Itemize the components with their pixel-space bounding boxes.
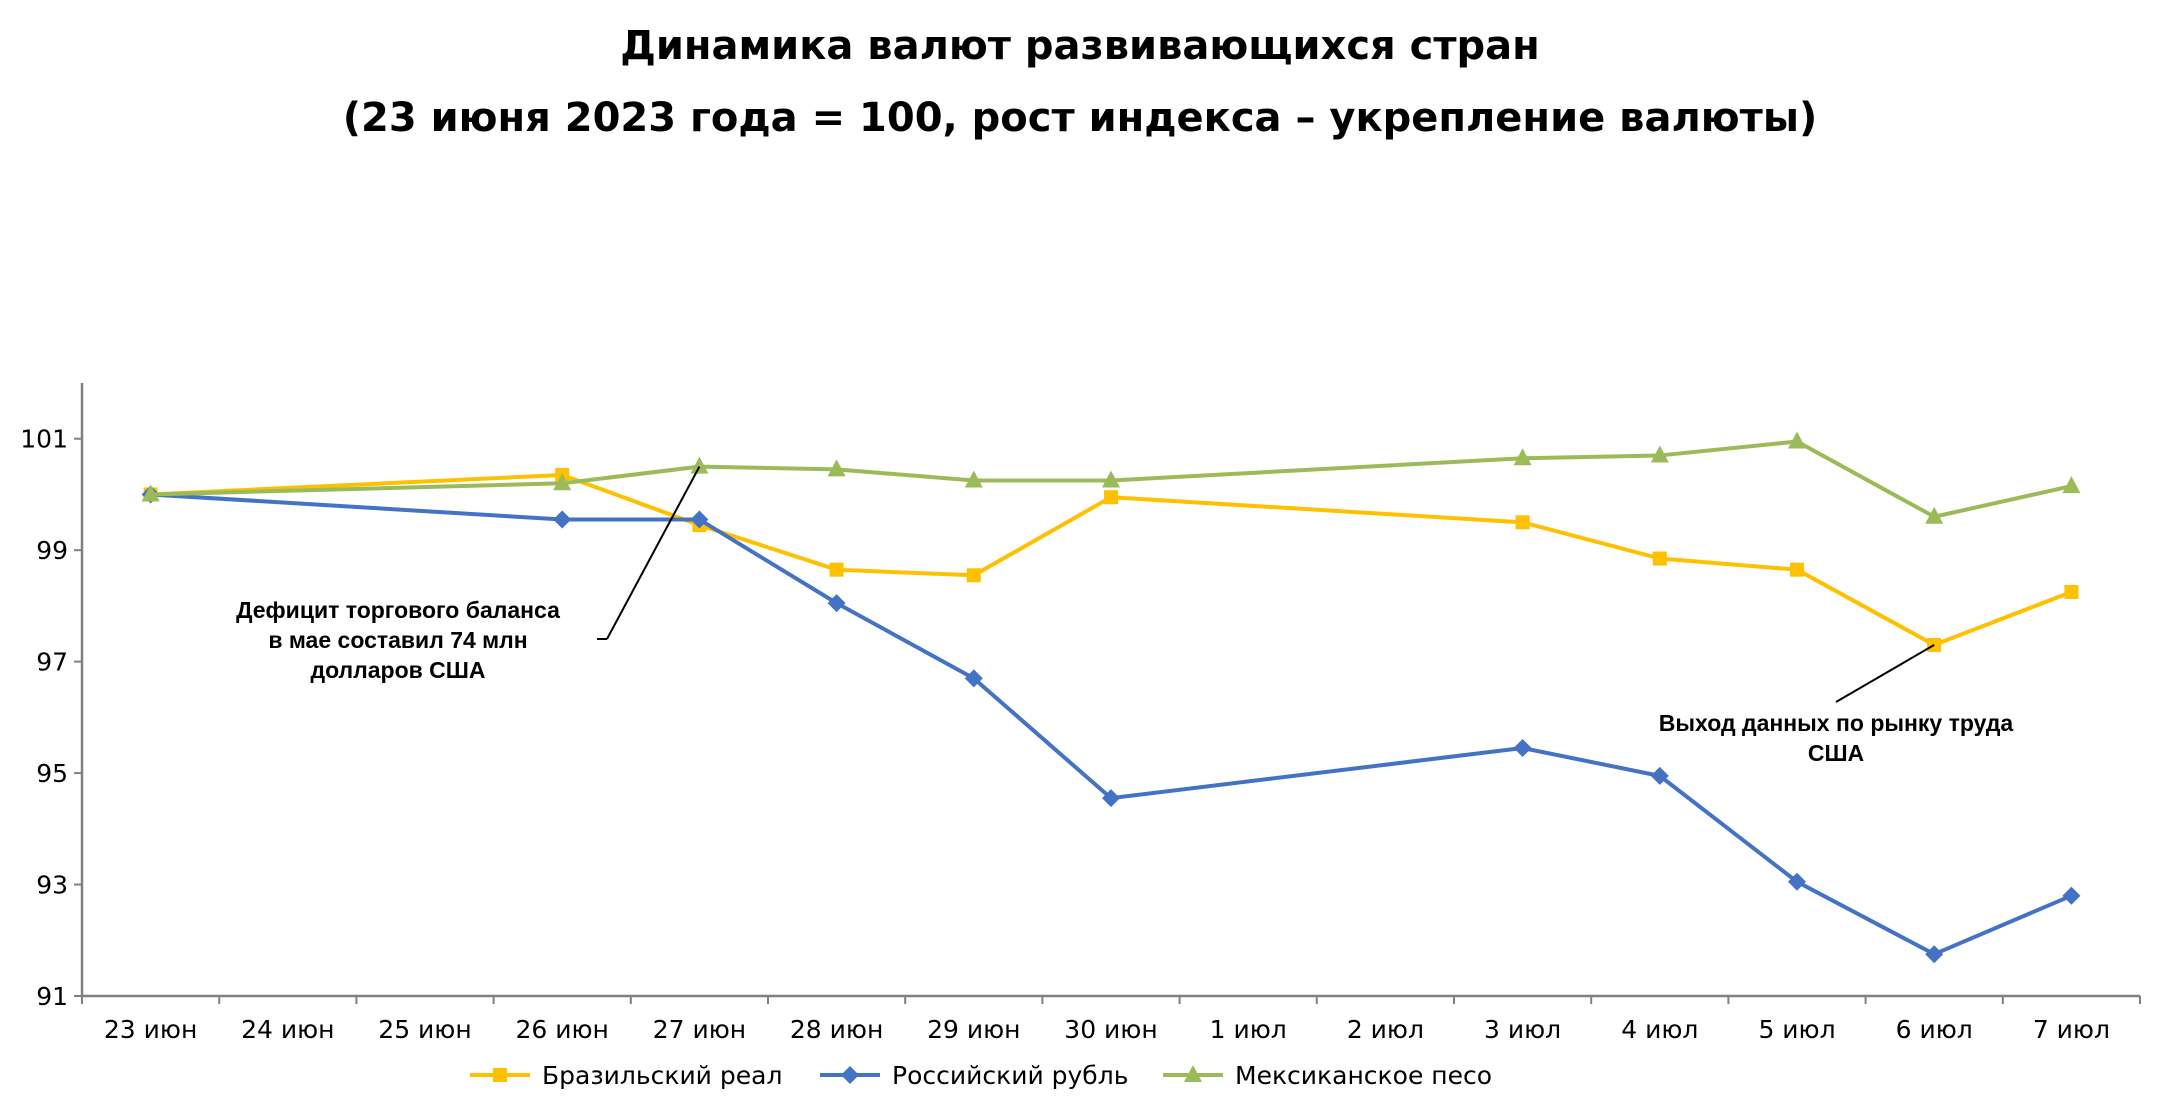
y-tick-label: 93 <box>36 871 68 900</box>
data-point-triangle <box>1513 448 1532 466</box>
data-point-square <box>1104 490 1118 505</box>
data-point-diamond <box>1650 766 1669 785</box>
legend-item-peso: Мексиканское песо <box>1163 1061 1492 1090</box>
y-tick-label: 99 <box>36 536 68 565</box>
y-tick-label: 101 <box>20 425 68 454</box>
annotation-text-line: Дефицит торгового баланса <box>236 597 560 623</box>
series-lines <box>141 431 2081 964</box>
data-point-diamond <box>690 510 709 529</box>
y-tick-label: 91 <box>36 982 68 1011</box>
legend-label: Бразильский реал <box>542 1061 782 1090</box>
annotation-text-line: долларов США <box>310 657 485 683</box>
annotation-trade-deficit: Дефицит торгового баланса в мае составил … <box>236 466 701 683</box>
x-tick-label: 1 июл <box>1210 1015 1287 1044</box>
x-tick-label: 30 июн <box>1064 1015 1157 1044</box>
legend-item-real: Бразильский реал <box>470 1061 782 1090</box>
data-point-triangle <box>141 484 160 502</box>
data-point-triangle <box>690 456 709 474</box>
data-point-diamond <box>1925 945 1944 964</box>
chart-title-block: Динамика валют развивающихся стран (23 и… <box>0 10 2160 154</box>
legend-label: Мексиканское песо <box>1235 1061 1492 1090</box>
data-point-square <box>1652 551 1667 566</box>
data-point-diamond <box>1788 872 1806 891</box>
x-tick-label: 6 июл <box>1896 1015 1973 1044</box>
series-peso <box>141 431 2081 524</box>
x-tick-label: 3 июл <box>1484 1015 1561 1044</box>
annotation-labor-data: Выход данных по рынку труда США <box>1659 644 2014 766</box>
chart-legend: Бразильский реал Российский рубль Мексикан… <box>470 1061 1492 1090</box>
x-tick-label: 25 июн <box>378 1015 471 1044</box>
chart-annotations: Дефицит торгового баланса в мае составил … <box>236 466 2014 766</box>
legend-label: Российский рубль <box>892 1061 1128 1090</box>
data-point-triangle <box>1650 445 1669 463</box>
annotation-text-line: США <box>1808 740 1864 766</box>
x-tick-label: 28 июн <box>790 1015 883 1044</box>
chart-axes: 91 93 95 97 99 101 23 июн 24 июн 25 июн 26 июн 27 … <box>20 383 2141 1044</box>
data-point-square <box>493 1068 507 1082</box>
y-tick-label: 97 <box>36 648 68 677</box>
annotation-text-line: в мае составил 74 млн <box>268 627 527 653</box>
chart-subtitle: (23 июня 2023 года = 100, рост индекса –… <box>342 95 1818 141</box>
data-point-diamond <box>1513 739 1532 758</box>
data-point-square <box>2064 584 2079 599</box>
data-point-triangle <box>1925 506 1944 524</box>
data-point-diamond <box>841 1066 859 1084</box>
data-point-square <box>829 562 844 577</box>
annotation-leader <box>1835 644 1935 703</box>
series-real <box>143 467 2079 652</box>
data-point-square <box>1790 562 1804 577</box>
x-tick-label: 2 июл <box>1347 1015 1424 1044</box>
data-point-triangle <box>1788 431 1806 449</box>
y-tick-label: 95 <box>36 759 68 788</box>
x-tick-label: 5 июл <box>1758 1015 1835 1044</box>
data-point-triangle <box>1102 470 1120 488</box>
data-point-triangle <box>553 473 572 491</box>
data-point-square <box>1515 515 1530 530</box>
chart-title: Динамика валют развивающихся стран <box>620 23 1540 69</box>
x-tick-label: 26 июн <box>515 1015 608 1044</box>
legend-item-ruble: Российский рубль <box>820 1061 1128 1090</box>
data-point-square <box>966 568 981 583</box>
x-tick-label: 27 июн <box>653 1015 746 1044</box>
x-tick-label: 23 июн <box>104 1015 197 1044</box>
data-point-diamond <box>2062 886 2081 905</box>
annotation-text-line: Выход данных по рынку труда <box>1659 710 2014 736</box>
x-tick-label: 4 июл <box>1621 1015 1698 1044</box>
data-point-diamond <box>964 669 983 688</box>
x-tick-label: 29 июн <box>927 1015 1020 1044</box>
x-tick-label: 24 июн <box>241 1015 334 1044</box>
x-tick-label: 7 июл <box>2033 1015 2110 1044</box>
data-point-diamond <box>1102 789 1120 808</box>
data-point-triangle <box>1184 1065 1202 1082</box>
data-point-triangle <box>2062 476 2081 494</box>
data-point-triangle <box>964 470 983 488</box>
data-point-triangle <box>827 459 846 477</box>
data-point-diamond <box>827 594 846 613</box>
annotation-leader <box>606 466 701 640</box>
data-point-diamond <box>553 510 572 529</box>
